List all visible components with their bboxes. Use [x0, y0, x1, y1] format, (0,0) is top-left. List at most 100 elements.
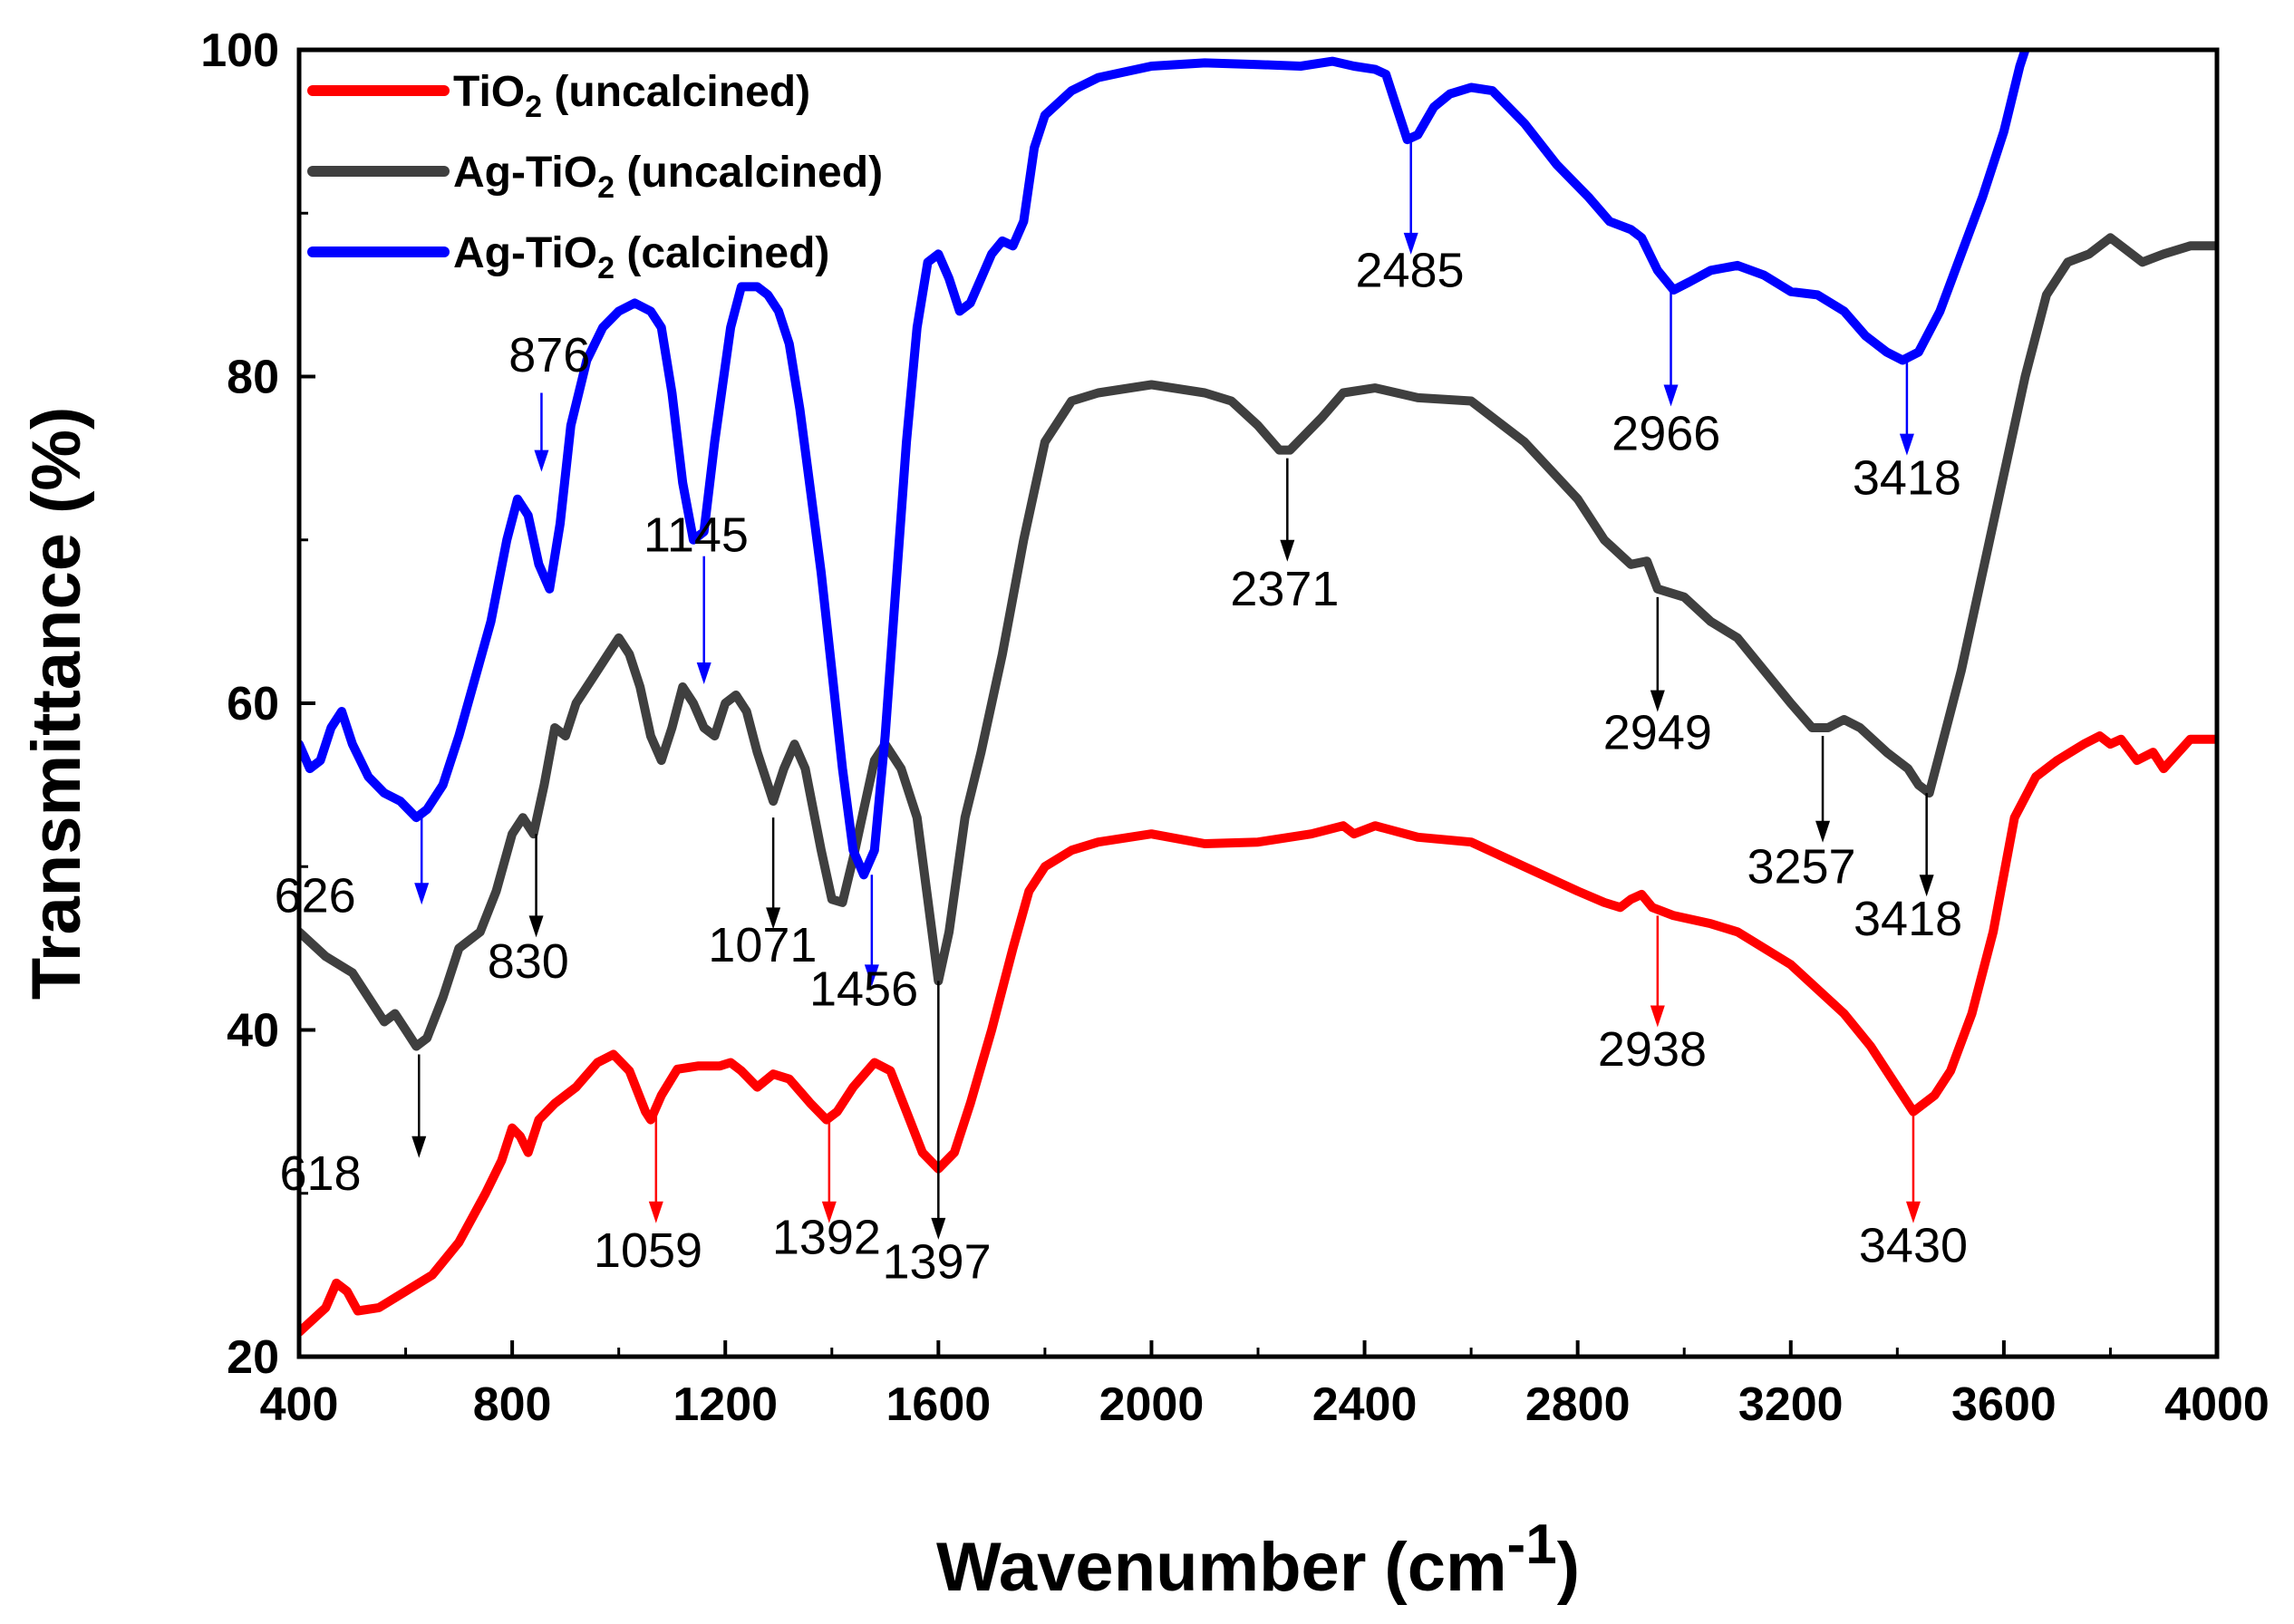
peak-label: 1392 [772, 1210, 881, 1264]
peak-arrow-head [1650, 690, 1665, 712]
peak-arrow-head [648, 1201, 663, 1223]
series-layer [299, 50, 2217, 1337]
peak-label: 3418 [1853, 450, 1961, 505]
y-axis-title: Transmittance (%) [18, 407, 95, 1000]
y-axis-ticks: 20 40 60 80 100 [200, 24, 315, 1384]
peak-arrow-head [931, 1217, 946, 1240]
legend-label-subscript: 2 [597, 170, 615, 205]
x-tick-label: 1600 [886, 1378, 991, 1431]
peak-annotation-1397: 1397 [882, 981, 992, 1289]
peak-annotation-2485: 2485 [1355, 140, 1465, 297]
y-tick-label: 100 [200, 24, 279, 77]
x-axis-title-exponent: -1 [1507, 1513, 1557, 1576]
peak-arrow-head [1403, 232, 1418, 255]
peak-annotation-2938: 2938 [1598, 915, 1707, 1077]
peak-label: 1456 [809, 962, 918, 1016]
x-tick-label: 2400 [1312, 1378, 1418, 1431]
legend-label-rest: (uncalcined) [615, 149, 883, 197]
peak-label: 3257 [1747, 839, 1855, 894]
series-line-1 [299, 233, 2217, 1051]
peak-annotation-618: 618 [279, 1054, 427, 1201]
legend-label: TiO2 (uncalcined) [453, 68, 810, 124]
peak-label: 618 [279, 1146, 361, 1201]
x-axis-ticks: 400 800 1200 1600 2000 2400 2800 3200 3600 4000 [260, 1340, 2270, 1431]
peak-annotation-2371: 2371 [1230, 458, 1339, 616]
peak-label: 830 [488, 934, 569, 989]
peak-annotation-2966: 2966 [1612, 289, 1720, 461]
legend-label-rest: (calcined) [615, 229, 829, 277]
peak-arrow-head [1280, 539, 1295, 562]
peak-arrow-head [696, 662, 711, 684]
x-tick-label: 400 [260, 1378, 339, 1431]
peak-label: 1059 [594, 1223, 702, 1278]
peak-annotation-1145: 1145 [644, 508, 749, 684]
x-axis-title: Wavenumber (cm-1) [936, 1513, 1580, 1606]
x-tick-label: 3600 [1951, 1378, 2057, 1431]
peak-label: 2949 [1603, 705, 1712, 759]
y-tick-label: 60 [227, 678, 279, 730]
peak-arrow-head [528, 915, 544, 938]
peak-annotation-3418: 3418 [1854, 793, 1962, 946]
x-axis-title-close: ) [1557, 1529, 1580, 1606]
peak-arrow-head [1650, 1005, 1665, 1028]
x-tick-label: 4000 [2164, 1378, 2270, 1431]
peak-annotation-830: 830 [488, 834, 569, 989]
legend-entry-1: Ag-TiO2 (uncalcined) [307, 149, 883, 205]
peak-label: 2485 [1355, 243, 1464, 297]
legend-label-rest: (uncalcined) [542, 68, 810, 116]
peak-arrow-head [411, 1136, 427, 1158]
peak-arrow-head [414, 883, 430, 905]
x-tick-label: 1200 [673, 1378, 778, 1431]
peak-label: 2371 [1230, 562, 1339, 616]
y-tick-label: 80 [227, 352, 279, 404]
legend-label-main: Ag-TiO [453, 149, 597, 197]
legend-entry-2: Ag-TiO2 (calcined) [307, 229, 829, 285]
legend-label-subscript: 2 [597, 251, 615, 285]
y-tick-label: 20 [227, 1331, 279, 1384]
x-axis-title-main: Wavenumber [936, 1529, 1366, 1606]
peak-arrow-head [1899, 433, 1914, 456]
peak-label: 3430 [1859, 1218, 1968, 1272]
peak-annotation-1392: 1392 [772, 1119, 881, 1264]
annotation-layer: 876 1145 626 1456 2485 2966 3418 830 1071 618 1397… [275, 140, 1968, 1289]
peak-annotation-876: 876 [508, 328, 590, 472]
x-tick-label: 2000 [1099, 1378, 1205, 1431]
peak-annotation-3418: 3418 [1853, 360, 1961, 505]
x-tick-label: 800 [473, 1378, 552, 1431]
peak-label: 2966 [1612, 407, 1720, 461]
series-line-0 [299, 731, 2217, 1337]
peak-arrow-head [1815, 820, 1831, 843]
peak-arrow-head [1905, 1201, 1921, 1223]
peak-annotation-626: 626 [275, 817, 430, 923]
legend-label: Ag-TiO2 (uncalcined) [453, 149, 883, 205]
peak-arrow-head [864, 964, 879, 987]
peak-annotation-1071: 1071 [708, 817, 817, 972]
peak-annotation-1059: 1059 [594, 1111, 702, 1278]
peak-annotation-1456: 1456 [809, 875, 918, 1016]
x-tick-label: 2800 [1525, 1378, 1631, 1431]
peak-label: 626 [275, 869, 356, 923]
peak-label: 1397 [882, 1234, 991, 1289]
peak-arrow-head [821, 1201, 837, 1223]
peak-annotation-3257: 3257 [1747, 736, 1856, 894]
x-axis-title-unit: (cm [1384, 1529, 1506, 1606]
legend-label-subscript: 2 [525, 90, 542, 124]
peak-label: 876 [508, 328, 590, 382]
legend-label-main: Ag-TiO [453, 229, 597, 277]
legend: TiO2 (uncalcined)Ag-TiO2 (uncalcined)Ag-… [307, 68, 883, 285]
peak-label: 1071 [708, 918, 817, 972]
peak-annotation-3430: 3430 [1859, 1111, 1968, 1272]
peak-label: 3418 [1854, 892, 1962, 946]
peak-label: 2938 [1598, 1022, 1707, 1077]
peak-label: 1145 [644, 508, 749, 562]
y-tick-label: 40 [227, 1005, 279, 1058]
peak-arrow-head [1663, 384, 1679, 407]
peak-arrow-head [766, 907, 781, 930]
peak-arrow-head [534, 450, 549, 472]
series-line-2 [299, 50, 2030, 880]
legend-label-main: TiO [453, 68, 525, 116]
x-tick-label: 3200 [1738, 1378, 1844, 1431]
legend-label: Ag-TiO2 (calcined) [453, 229, 829, 285]
